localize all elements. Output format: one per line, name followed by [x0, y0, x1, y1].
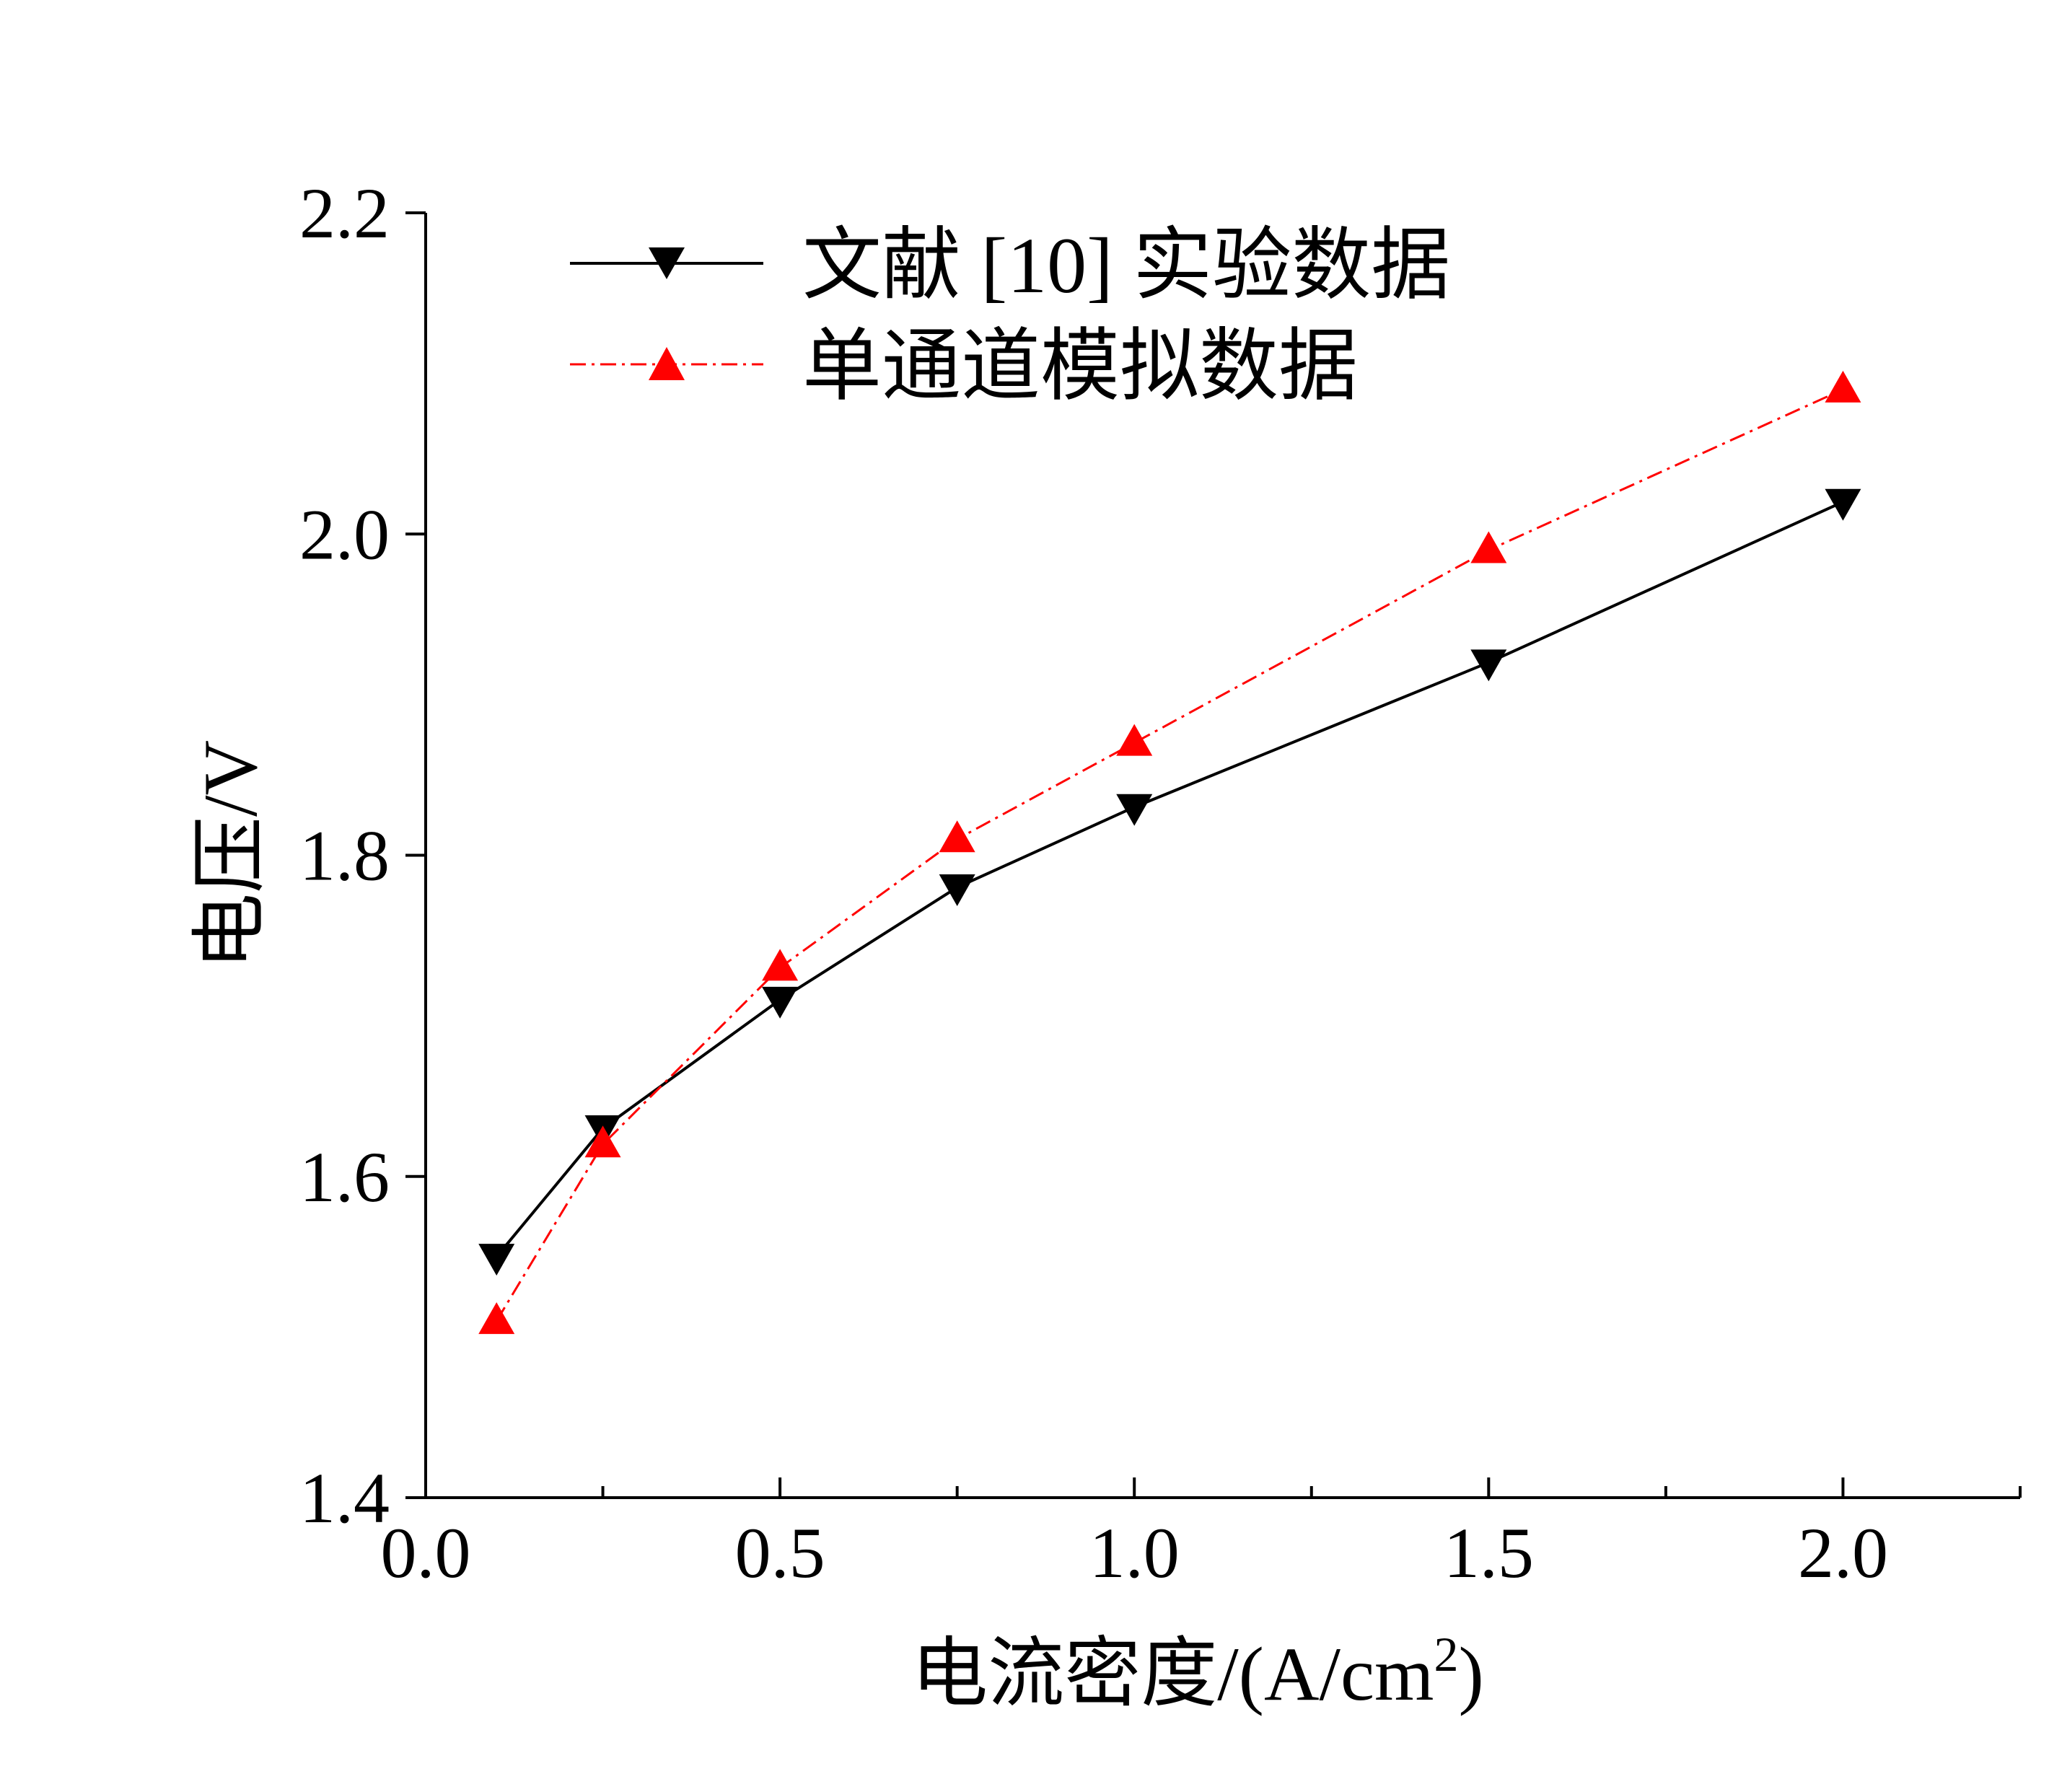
legend-item-simulation: 单通道模拟数据 [570, 322, 1358, 410]
x-tick-label: 0.0 [381, 1513, 471, 1593]
legend-label-experimental: 文献 [10] 实验数据 [802, 221, 1450, 309]
data-point [1470, 531, 1507, 563]
data-point [478, 1244, 515, 1276]
y-tick-label: 2.2 [299, 173, 390, 253]
x-ticks: 0.0 0.5 1.0 1.5 2.0 [381, 1477, 2022, 1593]
y-ticks: 1.4 1.6 1.8 2.0 2.2 [299, 173, 426, 1538]
data-point [1116, 724, 1153, 756]
x-tick-label: 1.0 [1089, 1513, 1180, 1593]
y-tick-label: 1.6 [299, 1137, 390, 1217]
x-axis-title: 电流密度/(A/cm2) [911, 1627, 1484, 1716]
legend-label-simulation: 单通道模拟数据 [802, 322, 1358, 410]
x-tick-label: 0.5 [735, 1513, 825, 1593]
data-point [584, 1125, 621, 1158]
series-simulation [478, 370, 1861, 1335]
y-tick-label: 2.0 [299, 494, 390, 574]
legend-marker-simulation [649, 347, 685, 380]
x-axis-title-end: ) [1458, 1632, 1483, 1716]
data-point [1470, 649, 1507, 682]
y-axis-title: 电压/V [188, 740, 273, 970]
data-point [939, 874, 975, 907]
y-tick-label: 1.4 [299, 1458, 390, 1538]
y-tick-label: 1.8 [299, 816, 390, 896]
legend-item-experimental: 文献 [10] 实验数据 [570, 221, 1450, 309]
series-layer [478, 370, 1861, 1335]
data-point [762, 949, 799, 981]
x-tick-label: 2.0 [1798, 1513, 1888, 1593]
data-point [1116, 794, 1153, 826]
legend: 文献 [10] 实验数据 单通道模拟数据 [570, 221, 1450, 410]
data-point [1825, 488, 1861, 521]
data-point [1825, 370, 1861, 403]
x-tick-label: 1.5 [1444, 1513, 1534, 1593]
data-point [939, 820, 975, 853]
legend-marker-experimental [649, 247, 685, 279]
data-point [478, 1302, 515, 1335]
data-point [762, 986, 799, 1019]
x-axis-title-superscript: 2 [1434, 1627, 1458, 1682]
